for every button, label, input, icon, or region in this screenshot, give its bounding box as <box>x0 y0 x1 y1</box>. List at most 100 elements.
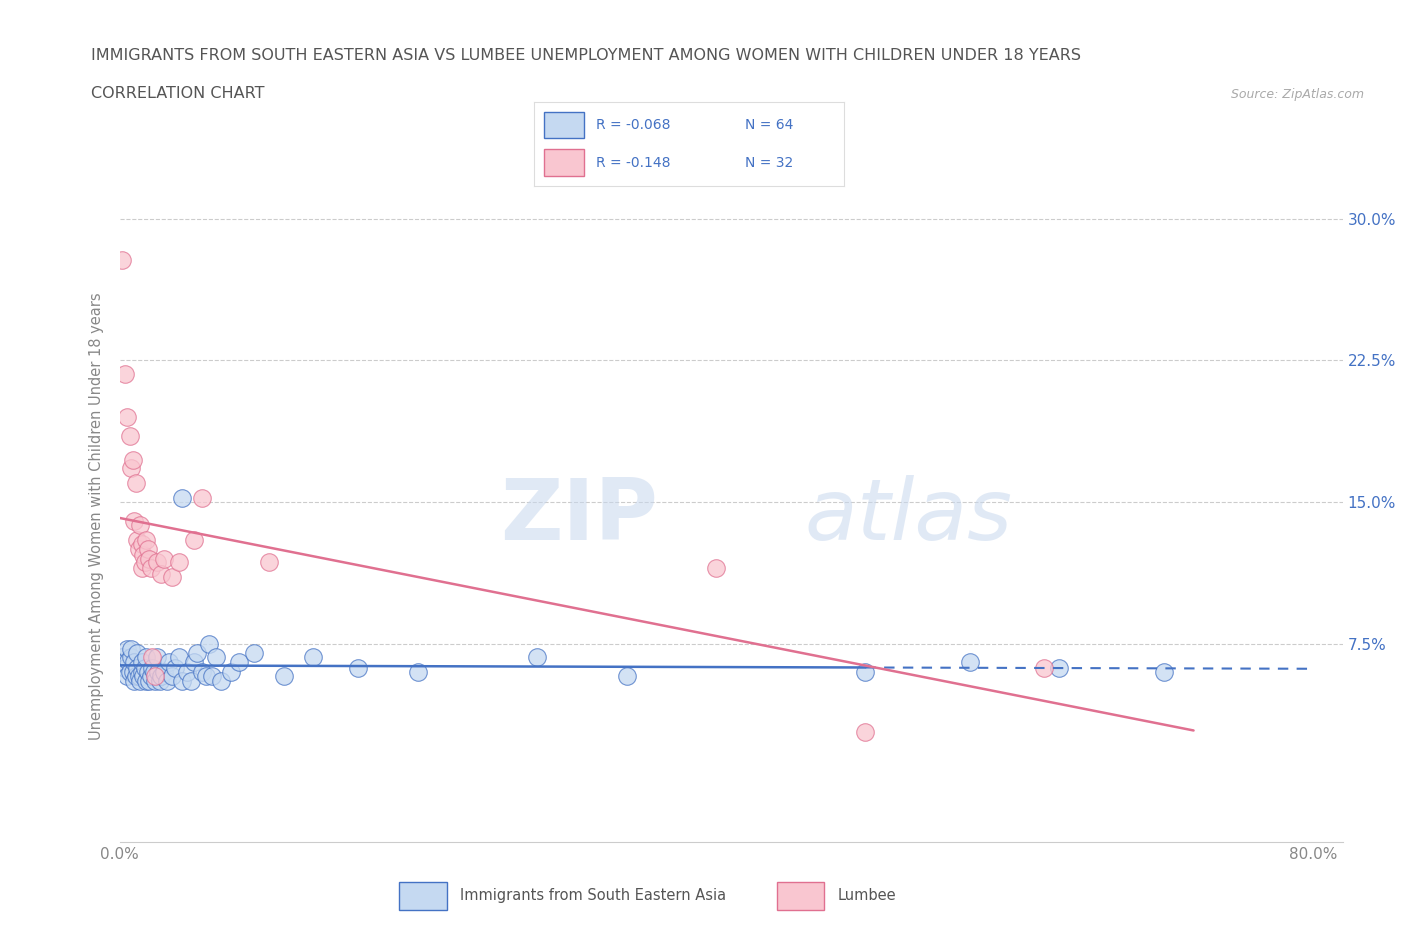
Point <box>853 664 876 679</box>
Point <box>190 491 212 506</box>
Point <box>122 664 145 679</box>
Point <box>146 555 169 570</box>
FancyBboxPatch shape <box>778 883 824 910</box>
Point <box>198 636 221 651</box>
Point <box>150 668 173 683</box>
FancyBboxPatch shape <box>544 112 583 139</box>
Point <box>131 561 153 576</box>
Point <box>112 655 135 670</box>
Point <box>526 649 548 664</box>
Point <box>183 655 205 670</box>
Text: N = 32: N = 32 <box>745 155 793 169</box>
Point <box>167 555 190 570</box>
Point <box>221 664 243 679</box>
Point <box>172 491 194 506</box>
Point <box>143 674 166 689</box>
Point <box>201 668 224 683</box>
Point <box>115 409 138 424</box>
Y-axis label: Unemployment Among Women with Children Under 18 years: Unemployment Among Women with Children U… <box>89 292 104 740</box>
Point <box>135 649 157 664</box>
Point <box>120 642 142 657</box>
Point <box>125 668 148 683</box>
Point <box>127 532 149 547</box>
Text: Source: ZipAtlas.com: Source: ZipAtlas.com <box>1230 87 1364 100</box>
Point <box>122 453 145 468</box>
Point <box>132 548 155 563</box>
Point <box>163 660 186 675</box>
Text: IMMIGRANTS FROM SOUTH EASTERN ASIA VS LUMBEE UNEMPLOYMENT AMONG WOMEN WITH CHILD: IMMIGRANTS FROM SOUTH EASTERN ASIA VS LU… <box>91 48 1081 63</box>
Point <box>127 645 149 660</box>
Point <box>176 664 198 679</box>
Point <box>156 674 179 689</box>
Point <box>704 561 727 576</box>
FancyBboxPatch shape <box>544 149 583 176</box>
Point <box>153 664 176 679</box>
Text: CORRELATION CHART: CORRELATION CHART <box>91 86 264 100</box>
Point <box>186 645 208 660</box>
Point <box>118 664 141 679</box>
Point <box>141 660 163 675</box>
Point <box>347 660 370 675</box>
Point <box>135 674 157 689</box>
Point <box>141 649 163 664</box>
Point <box>167 649 190 664</box>
Point <box>136 664 159 679</box>
Point <box>160 668 183 683</box>
Point <box>127 660 149 675</box>
Point <box>117 653 139 668</box>
Point <box>115 668 138 683</box>
Point <box>135 532 157 547</box>
Point <box>111 253 134 268</box>
Point <box>115 642 138 657</box>
Point <box>132 668 155 683</box>
Point <box>120 649 142 664</box>
Point <box>114 366 136 381</box>
Point <box>129 674 152 689</box>
Point <box>142 664 165 679</box>
Text: Lumbee: Lumbee <box>838 887 897 903</box>
Point <box>134 660 156 675</box>
Point <box>209 674 232 689</box>
Point <box>134 555 156 570</box>
Text: R = -0.148: R = -0.148 <box>596 155 671 169</box>
Point <box>150 566 173 581</box>
Point <box>1033 660 1056 675</box>
Point <box>146 649 169 664</box>
Text: ZIP: ZIP <box>501 474 658 558</box>
Point <box>160 570 183 585</box>
Point <box>131 536 153 551</box>
Point <box>406 664 429 679</box>
Text: R = -0.068: R = -0.068 <box>596 118 671 132</box>
Point <box>139 561 162 576</box>
Point <box>111 649 134 664</box>
Point <box>136 542 159 557</box>
Point <box>128 542 150 557</box>
Point <box>118 429 141 444</box>
Point <box>183 532 205 547</box>
Point <box>205 649 228 664</box>
Point <box>157 655 180 670</box>
Point <box>242 645 264 660</box>
Text: Immigrants from South Eastern Asia: Immigrants from South Eastern Asia <box>460 887 725 903</box>
Point <box>120 460 142 475</box>
Point <box>138 551 160 566</box>
Point <box>149 674 172 689</box>
Point <box>959 655 981 670</box>
Point <box>257 555 280 570</box>
Point <box>172 674 194 689</box>
Point <box>129 517 152 532</box>
Point <box>1047 660 1070 675</box>
Point <box>131 655 153 670</box>
Point <box>273 668 295 683</box>
Point <box>138 674 160 689</box>
Text: N = 64: N = 64 <box>745 118 793 132</box>
Point <box>124 655 146 670</box>
FancyBboxPatch shape <box>399 883 447 910</box>
Point <box>153 551 176 566</box>
Point <box>128 668 150 683</box>
Point <box>190 664 212 679</box>
Point <box>114 660 136 675</box>
Point <box>1153 664 1175 679</box>
Point <box>616 668 638 683</box>
Point <box>180 674 202 689</box>
